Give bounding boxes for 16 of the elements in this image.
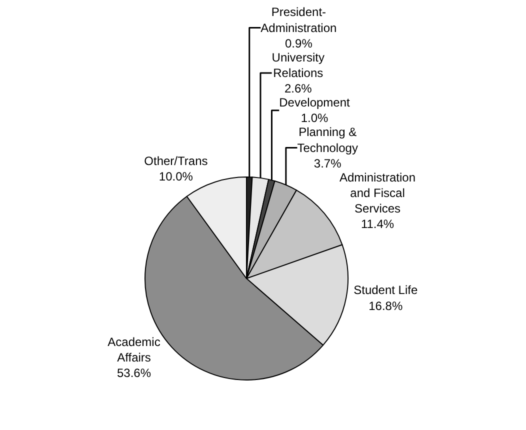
data-label: 16.8% (368, 298, 403, 313)
slice-label: Development (279, 96, 351, 110)
data-label: 10.0% (158, 169, 194, 184)
slice-label: Student Life (354, 283, 418, 298)
slice-label: Academic Affairs (108, 334, 160, 364)
slice-label: Administration and Fiscal Services (340, 170, 416, 216)
data-label: 0.9% (285, 36, 313, 50)
data-label: 3.7% (314, 156, 342, 170)
data-label: 1.0% (300, 111, 329, 126)
data-label: 11.4% (360, 217, 394, 232)
slice-label: Other/Trans (144, 154, 208, 168)
slice-label: President-Administration (260, 5, 337, 35)
data-label: 2.6% (284, 82, 312, 96)
slice-label: University Relations (272, 50, 324, 80)
data-label: 53.6% (116, 366, 152, 380)
slice-label: Planning & Technology (297, 125, 358, 155)
